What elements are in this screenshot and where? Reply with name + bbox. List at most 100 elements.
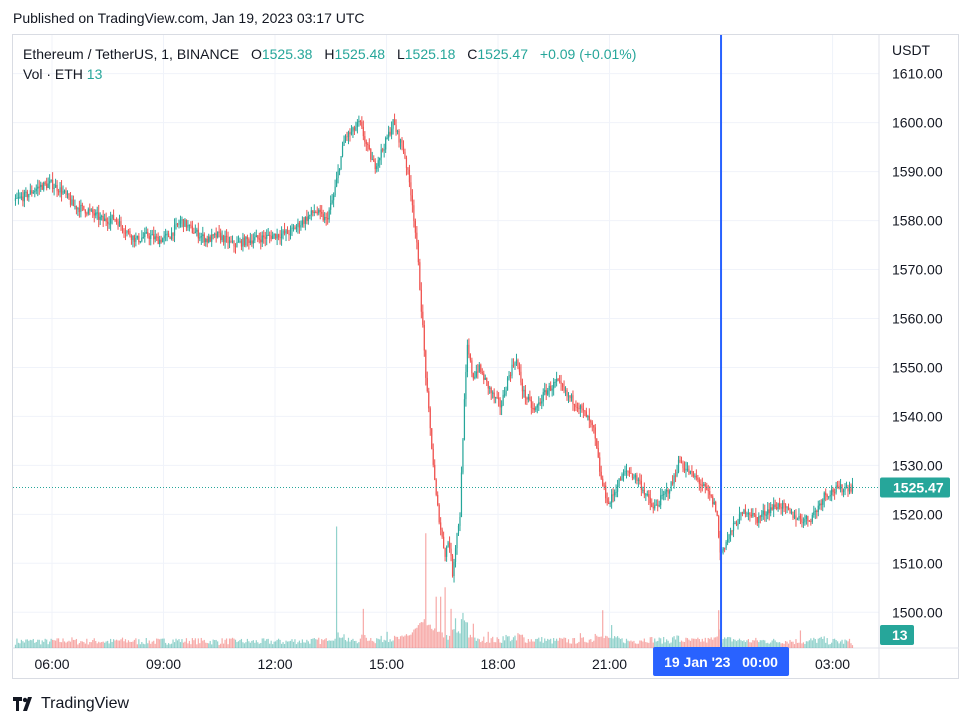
candle-body [185, 219, 188, 228]
candle-body [608, 502, 610, 504]
volume-bar [398, 639, 400, 648]
volume-bar [153, 640, 155, 648]
volume-bar [130, 641, 133, 648]
candle-body [52, 179, 54, 189]
volume-bar [539, 641, 541, 648]
volume-bar [560, 638, 562, 648]
volume-bar [527, 639, 529, 648]
volume-bar [283, 643, 286, 648]
volume-bar [773, 638, 775, 648]
candle-body [532, 407, 534, 409]
volume-bar [426, 625, 428, 648]
volume-bar [468, 637, 470, 648]
candle-body [517, 359, 519, 368]
volume-bar [701, 638, 703, 648]
volume-bar [306, 639, 308, 648]
candle-body [361, 121, 363, 127]
x-tick-label: 21:00 [592, 656, 627, 672]
candle-body [92, 209, 94, 214]
candle-body [802, 522, 805, 524]
volume-bar [646, 642, 648, 648]
volume-bar [252, 640, 254, 648]
candle-body [105, 218, 107, 222]
candle-body [331, 200, 333, 204]
candle-body [523, 389, 525, 392]
candle-body [477, 371, 479, 373]
candle-body [276, 234, 278, 239]
candle-body [444, 547, 446, 557]
volume-bar [619, 639, 622, 648]
volume-bar [383, 639, 385, 648]
close-value: 1525.47 [477, 46, 528, 62]
candle-body [524, 389, 526, 399]
candle-body [393, 119, 396, 126]
volume-bar [683, 641, 686, 648]
candle-body [225, 235, 228, 238]
candle-body [66, 193, 69, 195]
candle-body [72, 199, 75, 207]
candle-body [297, 222, 299, 227]
published-note: Published on TradingView.com, Jan 19, 20… [13, 10, 365, 26]
open-label: O [250, 46, 262, 62]
volume-bar [257, 642, 259, 648]
volume-bar [609, 637, 611, 648]
candle-body [255, 235, 257, 238]
volume-bar [509, 641, 512, 648]
volume-bar [246, 638, 248, 648]
candle-body [456, 533, 458, 549]
volume-bar [440, 596, 442, 648]
candle-body [404, 151, 406, 158]
volume-bar [32, 638, 34, 648]
volume-bar [762, 639, 764, 648]
candle-body [734, 522, 736, 524]
candle-body [527, 396, 529, 400]
volume-bar [401, 635, 403, 648]
volume-bar [661, 643, 663, 648]
volume-bar [173, 642, 176, 648]
candle-body [764, 510, 766, 516]
volume-bar [689, 640, 692, 648]
candle-body [78, 207, 80, 213]
candle-body [237, 241, 240, 243]
volume-bar [90, 642, 92, 648]
candle-body [767, 509, 769, 515]
volume-bar [524, 642, 526, 648]
volume-bar [462, 612, 464, 648]
candle-body [289, 228, 292, 236]
candle-body [417, 242, 419, 263]
candle-body [71, 199, 73, 205]
volume-bar [95, 641, 97, 648]
volume-bar [551, 643, 553, 648]
candle-body [697, 477, 699, 480]
candle-body [278, 234, 280, 238]
volume-bar [292, 641, 295, 648]
candle-body [789, 509, 791, 513]
x-tick-label: 06:00 [35, 656, 70, 672]
candle-body [819, 503, 821, 506]
candle-body [612, 494, 614, 496]
volume-bar [734, 639, 736, 648]
volume-bar [566, 642, 568, 648]
candle-body [110, 218, 112, 224]
candle-body [17, 197, 20, 199]
volume-bar [379, 639, 381, 648]
candle-body [831, 489, 833, 495]
volume-bar [600, 636, 602, 648]
candle-body [518, 367, 521, 372]
volume-bar [536, 638, 538, 648]
candle-body [349, 132, 351, 135]
candle-body [321, 211, 323, 214]
candle-body [22, 196, 24, 202]
candle-body [60, 187, 63, 194]
tradingview-logo[interactable]: TradingView [13, 695, 129, 713]
volume-bar [779, 642, 781, 648]
candle-body [258, 238, 260, 240]
volume-bar [649, 637, 651, 648]
volume-label: Vol · ETH [23, 66, 83, 82]
candle-body [202, 234, 204, 237]
candle-body [807, 516, 809, 521]
candle-body [422, 311, 424, 326]
volume-bar [65, 642, 67, 648]
candle-body [43, 182, 45, 190]
